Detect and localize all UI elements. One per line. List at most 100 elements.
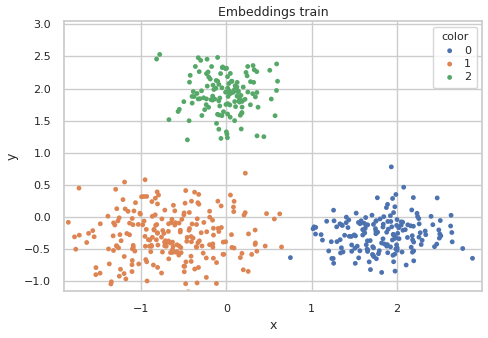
0 [388, 237, 396, 243]
2 [233, 93, 241, 99]
1 [195, 192, 203, 197]
0 [391, 251, 399, 257]
1 [145, 243, 153, 249]
0 [351, 261, 359, 266]
1 [110, 220, 118, 225]
1 [251, 242, 259, 247]
2 [224, 74, 231, 79]
0 [360, 228, 368, 233]
0 [393, 245, 401, 251]
1 [113, 244, 121, 249]
1 [142, 227, 150, 232]
0 [399, 219, 407, 225]
0 [395, 225, 403, 231]
1 [128, 216, 136, 221]
1 [90, 234, 98, 240]
2 [228, 79, 236, 84]
1 [128, 258, 136, 263]
0 [336, 237, 344, 242]
2 [201, 107, 208, 112]
0 [319, 237, 326, 243]
1 [195, 265, 203, 270]
2 [186, 73, 194, 78]
0 [415, 221, 423, 226]
2 [234, 89, 242, 94]
0 [399, 227, 407, 233]
0 [360, 220, 368, 226]
0 [383, 205, 390, 210]
0 [430, 244, 438, 249]
1 [143, 194, 151, 199]
1 [200, 220, 208, 225]
0 [357, 218, 365, 223]
1 [188, 221, 196, 227]
2 [237, 93, 245, 98]
1 [164, 238, 172, 244]
1 [143, 278, 151, 284]
2 [227, 78, 235, 84]
0 [427, 214, 435, 219]
1 [178, 217, 186, 222]
2 [220, 109, 227, 115]
0 [309, 226, 317, 232]
1 [184, 289, 192, 294]
0 [372, 218, 380, 224]
1 [154, 265, 162, 270]
0 [374, 230, 382, 235]
2 [217, 71, 224, 76]
2 [207, 97, 215, 102]
1 [161, 243, 169, 248]
1 [185, 226, 193, 231]
1 [153, 189, 161, 195]
1 [203, 275, 210, 280]
1 [215, 229, 223, 234]
1 [182, 188, 190, 193]
2 [208, 97, 216, 103]
0 [385, 226, 392, 232]
1 [92, 272, 100, 277]
1 [173, 249, 181, 255]
1 [169, 244, 177, 249]
0 [339, 223, 346, 228]
1 [244, 269, 252, 274]
0 [410, 248, 418, 254]
1 [125, 220, 133, 226]
0 [459, 246, 467, 251]
0 [433, 195, 441, 201]
1 [83, 240, 91, 245]
2 [238, 104, 246, 110]
0 [397, 219, 405, 224]
0 [376, 216, 384, 222]
0 [343, 214, 350, 220]
1 [169, 247, 177, 252]
Legend: 0, 1, 2: 0, 1, 2 [433, 27, 477, 88]
1 [191, 266, 199, 272]
0 [355, 255, 363, 261]
2 [206, 76, 214, 82]
2 [238, 98, 246, 103]
1 [230, 209, 238, 214]
1 [172, 220, 180, 225]
2 [215, 82, 223, 87]
1 [161, 239, 168, 245]
1 [175, 243, 183, 249]
1 [168, 217, 176, 222]
2 [228, 90, 236, 96]
1 [104, 246, 112, 251]
0 [366, 238, 374, 243]
1 [209, 241, 217, 247]
2 [183, 137, 191, 143]
0 [408, 207, 416, 213]
1 [251, 240, 259, 246]
0 [383, 230, 390, 235]
2 [232, 104, 240, 109]
1 [144, 237, 152, 242]
0 [389, 252, 397, 258]
2 [266, 68, 274, 73]
0 [388, 196, 396, 201]
0 [387, 164, 395, 170]
2 [246, 79, 254, 84]
1 [110, 248, 118, 253]
0 [366, 267, 374, 272]
2 [203, 102, 210, 107]
